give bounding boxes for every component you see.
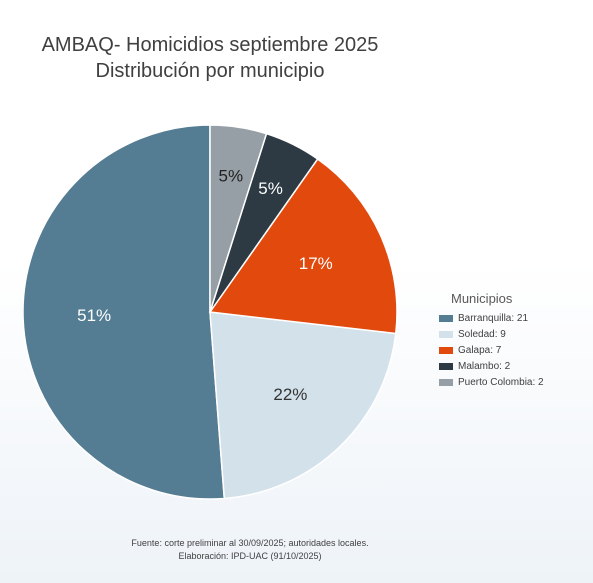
- legend-item-0: Barranquilla: 21: [439, 310, 589, 326]
- legend-swatch-1: [439, 330, 453, 338]
- pie-slice-0: [22, 124, 226, 500]
- pie-slice-label-2: 17%: [299, 254, 333, 273]
- legend-item-4: Puerto Colombia: 2: [439, 374, 589, 390]
- footer-credit: Elaboración: IPD-UAC (91/10/2025): [178, 551, 322, 561]
- legend-label-2: Galapa: 7: [458, 344, 502, 356]
- pie-slice-label-3: 5%: [258, 179, 283, 198]
- footer-source: Fuente: corte preliminar al 30/09/2025; …: [131, 538, 369, 548]
- chart-title-block: AMBAQ- Homicidios septiembre 2025 Distri…: [0, 32, 420, 84]
- legend-items: Barranquilla: 21 Soledad: 9 Galapa: 7 Malam…: [439, 310, 589, 390]
- legend-item-3: Malambo: 2: [439, 358, 589, 374]
- pie-slice-label-1: 22%: [273, 385, 307, 404]
- legend-swatch-0: [439, 314, 453, 322]
- legend-label-0: Barranquilla: 21: [458, 312, 529, 324]
- pie-slice-label-0: 51%: [77, 306, 111, 325]
- legend-swatch-3: [439, 362, 453, 370]
- legend-label-1: Soledad: 9: [458, 328, 506, 340]
- legend-swatch-4: [439, 378, 453, 386]
- legend-label-4: Puerto Colombia: 2: [458, 376, 544, 388]
- chart-subtitle: Distribución por municipio: [95, 60, 325, 82]
- chart-title: AMBAQ- Homicidios septiembre 2025: [41, 34, 379, 56]
- legend-swatch-2: [439, 346, 453, 354]
- pie-slice-label-4: 5%: [219, 167, 244, 186]
- pie-slice-2: [208, 158, 398, 335]
- pie-slices: [22, 124, 398, 500]
- pie-labels: 51% 22% 17% 5% 5%: [77, 167, 333, 404]
- footer: Fuente: corte preliminar al 30/09/2025; …: [0, 537, 500, 563]
- legend-label-3: Malambo: 2: [458, 360, 511, 372]
- legend-item-2: Galapa: 7: [439, 342, 589, 358]
- legend-item-1: Soledad: 9: [439, 326, 589, 342]
- pie-slice-1: [209, 311, 397, 500]
- legend: Municipios Barranquilla: 21 Soledad: 9 Gal…: [439, 291, 589, 390]
- legend-title: Municipios: [451, 291, 513, 306]
- pie-slice-4: [209, 124, 268, 313]
